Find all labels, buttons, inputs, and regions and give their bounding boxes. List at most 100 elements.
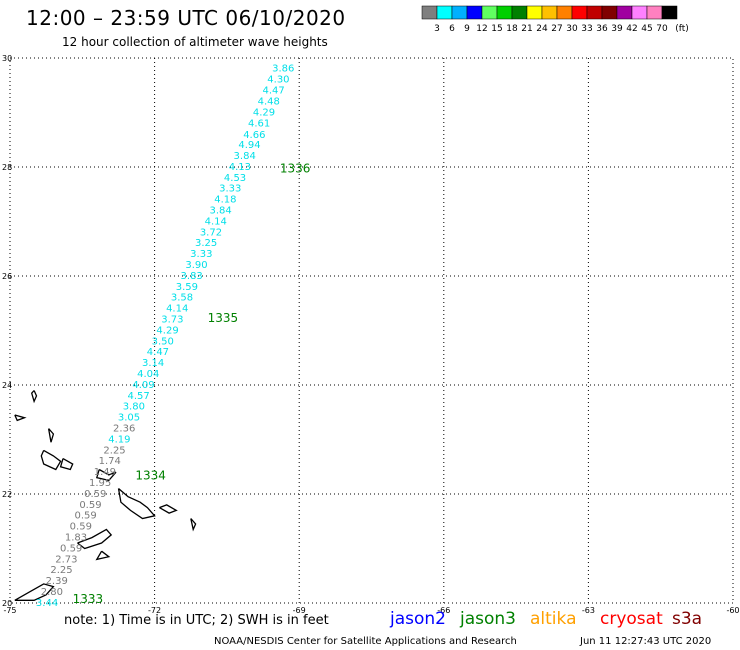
wave-height-value: 4.61 (248, 118, 270, 129)
colorbar-label: 6 (449, 24, 455, 34)
colorbar-label: 30 (566, 24, 578, 34)
wave-height-value: 4.66 (243, 130, 265, 141)
colorbar-unit: (ft) (675, 24, 689, 34)
wave-height-value: 4.04 (137, 369, 159, 380)
wave-height-value: 1.74 (99, 456, 121, 467)
legend-cryosat: cryosat (600, 609, 663, 629)
legend-jason2: jason2 (390, 609, 446, 629)
coastline-island (190, 518, 197, 532)
coastline-island (59, 458, 74, 471)
footer-note: note: 1) Time is in UTC; 2) SWH is in fe… (64, 613, 329, 628)
colorbar-swatch (661, 5, 678, 20)
lon-tick-label: -72 (148, 606, 161, 615)
wave-height-value: 3.90 (185, 260, 207, 271)
wave-height-value: 2.73 (55, 554, 77, 565)
lat-tick-label: 20 (2, 599, 12, 608)
colorbar-label: 33 (581, 24, 592, 34)
wave-height-value: 0.59 (84, 489, 106, 500)
colorbar-label: 42 (626, 24, 637, 34)
lat-tick-label: 22 (2, 490, 12, 499)
wave-height-value: 3.84 (209, 206, 231, 217)
lat-tick-label: 30 (2, 54, 12, 63)
lon-tick-label: -75 (3, 606, 16, 615)
colorbar-label: 70 (656, 24, 668, 34)
legend-s3a: s3a (672, 609, 703, 629)
lat-tick-label: 28 (2, 163, 12, 172)
orbit-number-label: 1335 (208, 311, 239, 325)
coastlines (14, 390, 197, 601)
coastline-island (14, 583, 55, 601)
wave-height-value: 3.83 (181, 271, 203, 282)
map-frame (9, 57, 734, 604)
lon-tick-label: -69 (293, 606, 306, 615)
altimeter-track: 3.864.304.474.484.294.614.664.943.844.13… (36, 63, 311, 609)
wave-height-value: 3.05 (118, 413, 140, 424)
colorbar-label: 39 (611, 24, 623, 34)
colorbar-label: 27 (551, 24, 562, 34)
wave-height-value: 0.59 (70, 522, 92, 533)
lat-tick-label: 24 (2, 381, 12, 390)
coastline-island (117, 488, 156, 520)
wave-height-value: 4.94 (238, 140, 260, 151)
coastline-island (14, 414, 27, 422)
lon-tick-label: -66 (437, 606, 450, 615)
wave-height-value: 4.29 (253, 107, 275, 118)
wave-height-value: 2.25 (50, 565, 72, 576)
wave-height-value: 4.09 (132, 380, 154, 391)
coastline-island (95, 468, 117, 482)
wave-height-value: 0.59 (74, 511, 96, 522)
map-grid (9, 57, 734, 604)
map-axis-labels: -75 -72 -69 -66 -63 -60 30 28 26 24 22 20 (2, 54, 740, 615)
page-title: 12:00 – 23:59 UTC 06/10/2020 (26, 6, 346, 30)
wave-height-value: 3.73 (161, 315, 183, 326)
wave-height-value: 0.59 (79, 500, 101, 511)
wave-height-value: 1.49 (94, 467, 116, 478)
legend-jason3: jason3 (460, 609, 516, 629)
colorbar-label: 12 (476, 24, 487, 34)
wave-height-value: 3.50 (152, 336, 174, 347)
footer-timestamp: Jun 11 12:27:43 UTC 2020 (580, 636, 712, 647)
wave-height-value: 3.59 (176, 282, 198, 293)
colorbar-label: 36 (596, 24, 608, 34)
wave-height-value: 3.72 (200, 227, 222, 238)
wave-height-value: 3.84 (234, 151, 256, 162)
colorbar-label: 21 (521, 24, 532, 34)
wave-height-value: 4.48 (258, 97, 280, 108)
wave-height-value: 4.53 (224, 173, 246, 184)
wave-height-value: 3.14 (142, 358, 164, 369)
wave-height-value: 4.18 (214, 195, 236, 206)
coastline-island (159, 504, 178, 514)
wave-height-value: 0.59 (60, 543, 82, 554)
lon-tick-label: -60 (726, 606, 739, 615)
wave-height-value: 4.29 (156, 325, 178, 336)
wave-height-value: 3.44 (36, 598, 58, 609)
wave-height-value: 4.30 (267, 75, 289, 86)
wave-height-value: 3.86 (272, 63, 294, 74)
wave-height-value: 2.25 (103, 445, 125, 456)
wave-height-value: 4.14 (166, 304, 188, 315)
wave-height-value: 3.33 (219, 184, 241, 195)
wave-height-value: 4.14 (205, 216, 227, 227)
colorbar-label: 15 (491, 24, 502, 34)
orbit-number-label: 1336 (280, 162, 311, 176)
coastline-island (95, 550, 111, 561)
orbit-number-label: 1333 (73, 592, 104, 606)
wave-height-value: 3.58 (171, 293, 193, 304)
colorbar-label: 24 (536, 24, 548, 34)
orbit-number-label: 1334 (135, 468, 166, 482)
coastline-island (77, 528, 113, 550)
wave-height-value: 1.95 (89, 478, 111, 489)
legend-altika: altika (530, 609, 577, 629)
wave-height-value: 2.36 (113, 424, 135, 435)
page-subtitle: 12 hour collection of altimeter wave hei… (62, 35, 328, 49)
lon-tick-label: -63 (582, 606, 595, 615)
coastline-island (47, 428, 55, 443)
wave-height-value: 3.80 (123, 402, 145, 413)
coastline-island (40, 449, 62, 471)
wave-height-value: 4.13 (229, 162, 251, 173)
wave-height-value: 2.39 (46, 576, 68, 587)
colorbar-label: 18 (506, 24, 518, 34)
wave-height-value: 3.33 (190, 249, 212, 260)
wave-height-value: 4.57 (128, 391, 150, 402)
